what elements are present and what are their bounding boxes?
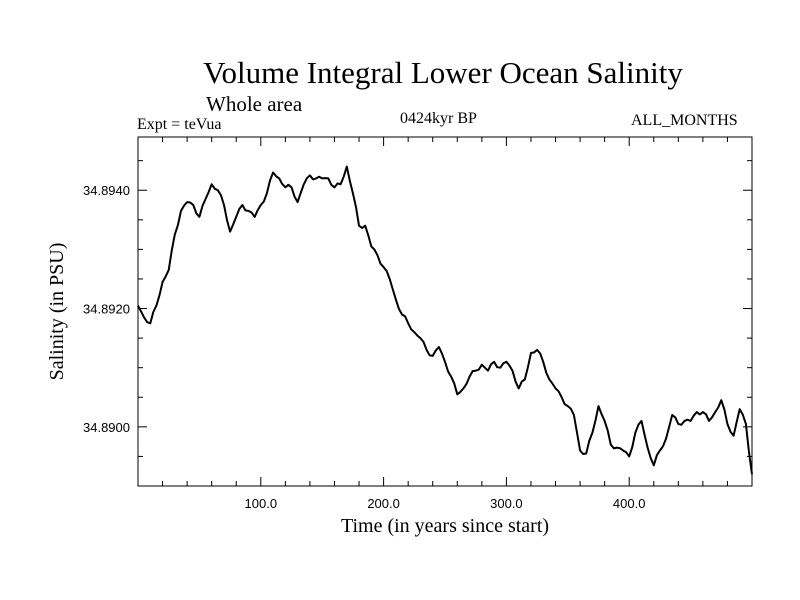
y-tick-label: 34.8900 [83, 420, 130, 435]
months-label: ALL_MONTHS [631, 112, 738, 129]
x-tick-label: 400.0 [613, 496, 646, 511]
x-axis-label: Time (in years since start) [341, 515, 549, 537]
chart-title: Volume Integral Lower Ocean Salinity [203, 55, 683, 90]
y-axis-label: Salinity (in PSU) [46, 243, 68, 381]
axis-tick-labels: 100.0 200.0 300.0 400.0 34.8900 34.8920 34.894… [83, 183, 645, 511]
y-tick-label: 34.8920 [83, 302, 130, 317]
y-tick-label: 34.8940 [83, 183, 130, 198]
x-tick-label: 200.0 [367, 496, 400, 511]
chart-subtitle: Whole area [206, 92, 303, 116]
axis-ticks [138, 137, 752, 487]
salinity-series-line [137, 165, 753, 475]
x-tick-label: 300.0 [490, 496, 523, 511]
plot-frame [137, 136, 753, 487]
x-tick-label: 100.0 [245, 496, 278, 511]
experiment-label: Expt = teVua [137, 116, 222, 133]
period-label: 0424kyr BP [400, 110, 477, 127]
